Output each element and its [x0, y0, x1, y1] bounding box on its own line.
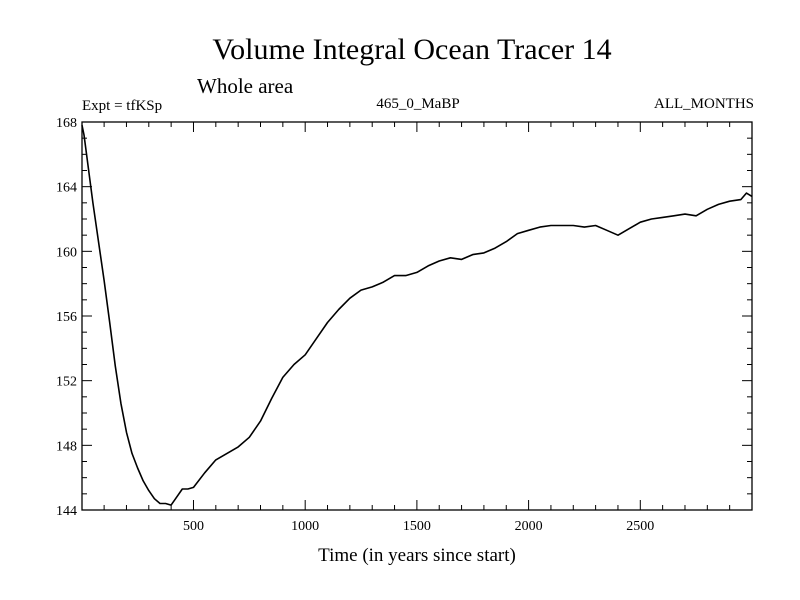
y-tick-label: 164: [56, 181, 77, 196]
x-tick-labels: 500 1000 1500 2000 2500: [183, 519, 654, 534]
chart-subtitle: Whole area: [197, 74, 294, 98]
chart-title: Volume Integral Ocean Tracer 14: [212, 33, 611, 66]
series-line-tfKSp: [81, 125, 753, 506]
y-tick-label: 168: [56, 116, 77, 131]
y-tick-label: 144: [56, 504, 77, 519]
axis-ticks: [82, 122, 752, 510]
x-axis-label: Time (in years since start): [318, 545, 516, 566]
x-tick-label: 500: [183, 519, 204, 534]
experiment-label: Expt = tfKSp: [82, 98, 162, 114]
plot-frame: [81, 121, 753, 511]
y-tick-label: 152: [56, 375, 77, 390]
y-tick-label: 148: [56, 439, 77, 454]
y-tick-labels: 144 148 152 156 160 164 168: [56, 116, 77, 519]
x-tick-label: 1000: [291, 519, 319, 534]
y-tick-label: 160: [56, 245, 77, 260]
x-tick-label: 2500: [626, 519, 654, 534]
period-label: 465_0_MaBP: [376, 96, 459, 112]
y-tick-label: 156: [56, 310, 77, 325]
x-tick-label: 1500: [403, 519, 431, 534]
months-label: ALL_MONTHS: [654, 96, 754, 112]
x-tick-label: 2000: [515, 519, 543, 534]
